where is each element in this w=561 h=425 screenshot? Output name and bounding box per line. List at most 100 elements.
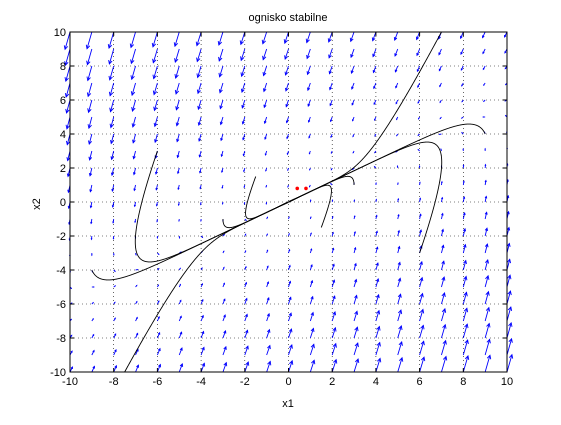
x-tick-label: 10 [501, 376, 513, 388]
field-arrow [396, 100, 398, 104]
field-arrow [197, 66, 201, 77]
field-arrow [267, 346, 271, 355]
x-tick-label: 4 [373, 376, 379, 388]
field-arrow [352, 83, 354, 89]
field-arrow [310, 297, 313, 304]
field-arrow [354, 200, 355, 202]
field-arrow [219, 83, 223, 93]
field-arrow [420, 262, 423, 270]
field-arrow [310, 328, 314, 338]
field-arrow [461, 49, 463, 54]
field-arrow [201, 363, 205, 372]
field-arrow [310, 265, 312, 270]
field-arrow [112, 202, 114, 207]
field-arrow [66, 117, 70, 129]
field-arrow [111, 134, 114, 143]
field-arrow [284, 32, 288, 43]
field-arrow [332, 280, 335, 287]
field-arrow [245, 251, 246, 253]
field-arrow [463, 181, 464, 185]
field-arrow [331, 134, 332, 137]
field-arrow [289, 234, 290, 236]
field-arrow [463, 324, 468, 338]
x-tick-label: -2 [240, 376, 250, 388]
field-arrow [218, 32, 223, 45]
field-arrow [398, 326, 402, 338]
field-arrow [289, 361, 293, 372]
x-tick-label: -4 [196, 376, 206, 388]
field-arrow [485, 292, 489, 304]
field-arrow [507, 259, 511, 270]
field-arrow [289, 250, 290, 253]
field-arrow [157, 333, 159, 338]
field-arrow [111, 168, 113, 175]
field-arrow [376, 343, 381, 355]
field-arrow [110, 117, 114, 128]
field-arrow [463, 340, 468, 355]
field-arrow [376, 279, 379, 287]
field-arrow [310, 344, 314, 355]
field-arrow [221, 151, 223, 156]
equilibrium-markers [295, 187, 307, 191]
field-arrow [373, 66, 376, 72]
field-arrow [197, 49, 202, 61]
field-arrow [86, 32, 92, 49]
field-arrow [92, 366, 95, 372]
trajectory-curve [92, 202, 288, 280]
field-arrow [485, 149, 486, 151]
field-arrow [133, 134, 136, 143]
field-arrow [92, 287, 94, 288]
field-arrow [241, 66, 245, 76]
field-arrow [245, 330, 248, 338]
field-arrow [351, 49, 354, 57]
field-arrow [328, 32, 332, 42]
field-arrow [353, 151, 354, 153]
field-arrow [92, 351, 94, 355]
field-arrow [91, 253, 92, 255]
field-arrow [310, 281, 312, 287]
field-arrow [152, 32, 157, 47]
field-arrow [179, 332, 182, 338]
field-arrow [441, 198, 442, 202]
field-arrow [157, 285, 158, 287]
field-arrow [265, 151, 266, 155]
field-arrow [507, 291, 511, 304]
field-arrow [309, 185, 310, 187]
field-arrow [418, 117, 419, 119]
field-arrow [87, 83, 92, 96]
field-arrow [88, 117, 92, 128]
field-arrow [372, 32, 376, 41]
field-arrow [136, 269, 138, 270]
field-arrow [199, 151, 201, 157]
field-arrow [310, 360, 314, 372]
field-arrow [222, 168, 223, 172]
field-arrow [331, 168, 332, 170]
field-arrow [398, 278, 401, 287]
field-arrow [66, 134, 70, 145]
trajectory-curve [135, 151, 288, 262]
field-arrow [419, 182, 420, 185]
field-arrow [263, 49, 267, 60]
field-arrow [154, 117, 157, 126]
field-arrow [329, 66, 332, 74]
field-arrow [198, 117, 201, 125]
field-arrow [332, 328, 336, 338]
field-arrow [176, 117, 179, 126]
field-arrow [463, 245, 466, 253]
field-arrow [109, 83, 113, 96]
field-arrow [199, 134, 201, 141]
field-arrow [396, 83, 398, 88]
field-arrow [244, 185, 245, 187]
field-arrow [179, 364, 182, 372]
field-arrow [177, 151, 179, 157]
field-arrow [485, 324, 490, 338]
field-arrow [286, 100, 289, 107]
field-arrow [418, 150, 419, 151]
chart-title: ognisko stabilne [249, 12, 328, 24]
field-arrow [262, 32, 266, 44]
field-arrow [264, 117, 266, 123]
field-arrow [354, 343, 358, 355]
field-arrow [136, 365, 139, 372]
field-arrow [441, 293, 445, 304]
field-arrow [420, 310, 424, 321]
